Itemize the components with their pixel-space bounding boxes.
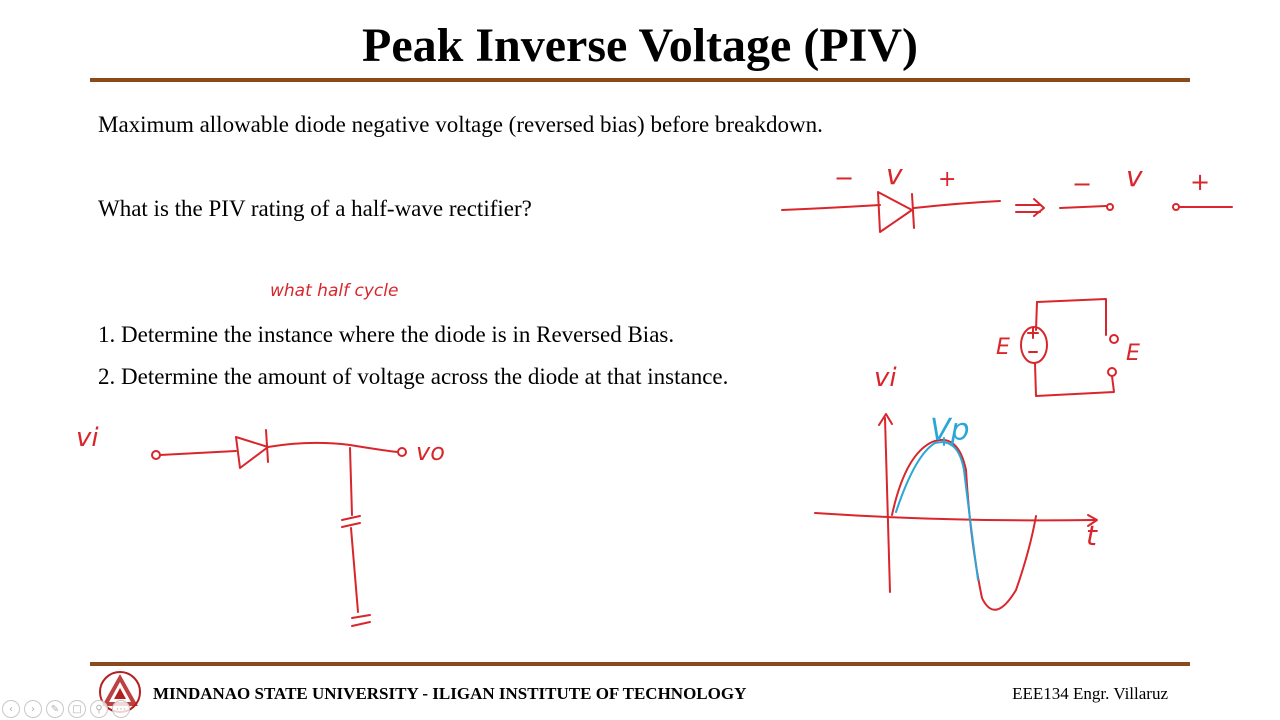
vi-terminal	[151, 450, 161, 460]
loop-top-right	[1036, 298, 1107, 336]
t-axis-label: t	[1086, 519, 1098, 552]
step-2-text: 2. Determine the amount of voltage acros…	[98, 364, 729, 389]
diode-bar	[265, 429, 269, 463]
gap-terminal-bottom	[1107, 367, 1117, 377]
v-label-2: v	[1126, 160, 1143, 193]
zoom-icon[interactable]: ⚲	[90, 700, 108, 718]
minus-label-1: −	[834, 164, 854, 192]
output-wire	[267, 441, 399, 453]
plus-label-2: +	[1190, 168, 1210, 196]
presentation-toolbar: ‹ › ✎ □ ⚲ ⋯	[2, 700, 130, 718]
positive-half-cycle-highlight	[895, 441, 979, 581]
e-open-label: E	[1126, 341, 1140, 366]
input-wire	[159, 450, 237, 456]
step-1-text: 1. Determine the instance where the diod…	[98, 322, 675, 347]
load-wire-bottom	[350, 527, 359, 613]
load-resistor	[341, 515, 361, 528]
gap-terminal-top	[1109, 334, 1119, 344]
rectifier-circuit	[151, 429, 407, 627]
plus-label-1: +	[938, 167, 956, 192]
prev-icon[interactable]: ‹	[2, 700, 20, 718]
diode-equivalent	[781, 191, 1233, 233]
vi-graph-label: vi	[874, 363, 897, 393]
diode-right-wire	[913, 200, 1001, 209]
handwritten-note: what half cycle	[270, 281, 398, 301]
diode-symbol	[235, 436, 269, 469]
time-axis	[814, 512, 1096, 522]
vi-circuit-label: vi	[76, 423, 99, 453]
time-axis-arrow	[1087, 514, 1098, 527]
slides-icon[interactable]: □	[68, 700, 86, 718]
open-right-terminal	[1172, 203, 1180, 211]
open-circuit-sketch	[1020, 298, 1119, 397]
next-icon[interactable]: ›	[24, 700, 42, 718]
footer-divider	[90, 662, 1190, 666]
load-wire-top	[349, 447, 353, 516]
pen-icon[interactable]: ✎	[46, 700, 64, 718]
vi-axis-arrow	[878, 413, 893, 426]
diode-left-wire	[781, 204, 881, 211]
diode-eq-bar	[911, 193, 915, 229]
more-icon[interactable]: ⋯	[112, 700, 130, 718]
vo-terminal	[397, 447, 407, 457]
slide-title: Peak Inverse Voltage (PIV)	[362, 19, 918, 72]
vi-axis	[884, 417, 891, 593]
institution-name: MINDANAO STATE UNIVERSITY - ILIGAN INSTI…	[153, 684, 747, 703]
source-polarity	[1027, 327, 1039, 353]
title-divider	[90, 78, 1190, 82]
v-label-1: v	[886, 158, 903, 191]
minus-label-2: −	[1072, 170, 1092, 198]
definition-text: Maximum allowable diode negative voltage…	[98, 112, 823, 137]
vp-label: Vp	[930, 413, 970, 448]
course-label: EEE134 Engr. Villaruz	[1012, 684, 1168, 703]
diode-eq-symbol	[877, 191, 913, 233]
loop-left-top	[1035, 301, 1038, 331]
loop-bottom	[1034, 362, 1115, 397]
question-text: What is the PIV rating of a half-wave re…	[98, 196, 532, 221]
open-left-terminal	[1106, 203, 1114, 211]
open-left-wire	[1059, 205, 1107, 209]
implies-arrow	[1015, 198, 1045, 217]
vo-circuit-label: vo	[416, 438, 445, 466]
ground-symbol	[351, 614, 371, 627]
e-source-label: E	[996, 335, 1010, 360]
